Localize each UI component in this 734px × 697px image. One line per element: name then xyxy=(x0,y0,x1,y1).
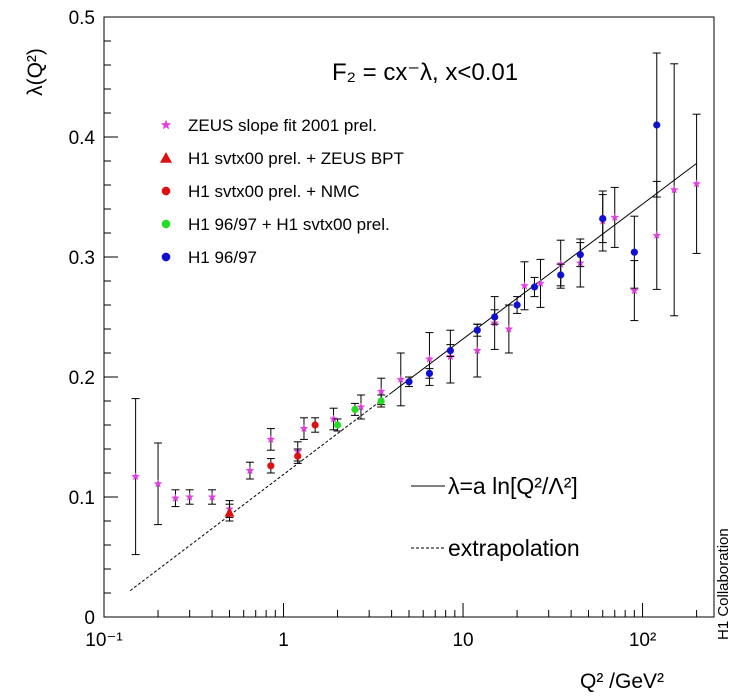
y-tick-label: 0 xyxy=(84,608,95,629)
data-point xyxy=(267,462,275,470)
data-point xyxy=(376,386,386,396)
data-point xyxy=(530,283,539,291)
data-point xyxy=(207,492,217,501)
data-point xyxy=(473,326,481,334)
data-point xyxy=(652,230,662,240)
data-point xyxy=(356,402,366,411)
data-point xyxy=(224,507,235,517)
legend-marker xyxy=(160,152,172,163)
data-point xyxy=(171,493,180,502)
data-point xyxy=(669,185,679,194)
data-point xyxy=(425,354,434,363)
x-tick-label: 10² xyxy=(629,630,656,651)
legend: ZEUS slope fit 2001 prel. H1 svtx00 prel.… xyxy=(160,116,404,267)
legend-marker xyxy=(161,186,171,196)
data-point xyxy=(513,301,521,309)
fit-line xyxy=(391,163,697,393)
data-point xyxy=(311,421,319,429)
data-point xyxy=(491,313,499,321)
legend-label: ZEUS slope fit 2001 prel. xyxy=(188,116,377,135)
data-point xyxy=(630,248,638,256)
fit-lines xyxy=(129,163,697,591)
data-point xyxy=(536,278,545,288)
data-points xyxy=(131,52,701,556)
data-point xyxy=(351,405,359,413)
formula-label: F₂ = cx⁻λ, x<0.01 xyxy=(332,59,518,86)
y-tick-label: 0.4 xyxy=(69,128,96,149)
data-point xyxy=(266,434,276,444)
data-point xyxy=(520,281,529,290)
x-tick-label: 1 xyxy=(278,630,289,651)
legend-marker xyxy=(161,219,171,229)
data-point xyxy=(405,378,413,386)
axis-tick-labels: 0 0.1 0.2 0.3 0.4 0.5 10⁻¹ 1 10 10² xyxy=(69,8,657,651)
legend-label: H1 96/97 + H1 svtx00 prel. xyxy=(188,215,390,234)
data-point xyxy=(504,324,514,333)
extrapolation-key-label: extrapolation xyxy=(448,535,580,561)
data-point xyxy=(294,452,302,460)
data-point xyxy=(333,421,342,429)
legend-label: H1 96/97 xyxy=(188,248,257,267)
data-point xyxy=(653,121,661,129)
data-point xyxy=(599,215,607,223)
data-point xyxy=(245,466,255,475)
data-point xyxy=(185,492,194,501)
data-point xyxy=(396,374,406,384)
x-tick-label: 10⁻¹ xyxy=(85,630,123,651)
y-tick-label: 0.1 xyxy=(69,488,95,509)
legend-label: H1 svtx00 prel. + NMC xyxy=(188,182,359,201)
data-point xyxy=(630,286,639,295)
fit-key: λ=a ln[Q²/Λ²] extrapolation xyxy=(411,473,580,561)
data-point xyxy=(610,212,620,222)
data-point xyxy=(377,397,385,405)
data-point xyxy=(692,179,701,188)
legend-marker xyxy=(160,119,172,130)
x-tick-label: 10 xyxy=(452,630,473,651)
data-point xyxy=(299,424,309,433)
x-axis-title: Q² /GeV² xyxy=(580,670,664,693)
legend-label: H1 svtx00 prel. + ZEUS BPT xyxy=(188,149,404,168)
y-tick-label: 0.5 xyxy=(69,8,95,29)
axis-ticks xyxy=(103,16,698,618)
data-point xyxy=(131,472,140,481)
data-point xyxy=(329,414,338,423)
data-point xyxy=(557,271,565,279)
legend-marker xyxy=(161,252,171,262)
data-point xyxy=(576,251,584,259)
data-point xyxy=(153,479,163,488)
data-point xyxy=(472,346,482,355)
data-point xyxy=(446,347,454,355)
y-axis-title: λ(Q²) xyxy=(24,48,47,96)
h1-collaboration-label: H1 Collaboration xyxy=(715,528,732,640)
fit-key-label: λ=a ln[Q²/Λ²] xyxy=(448,473,578,499)
y-tick-label: 0.2 xyxy=(69,368,95,389)
data-point xyxy=(425,369,434,377)
y-tick-label: 0.3 xyxy=(69,248,95,269)
